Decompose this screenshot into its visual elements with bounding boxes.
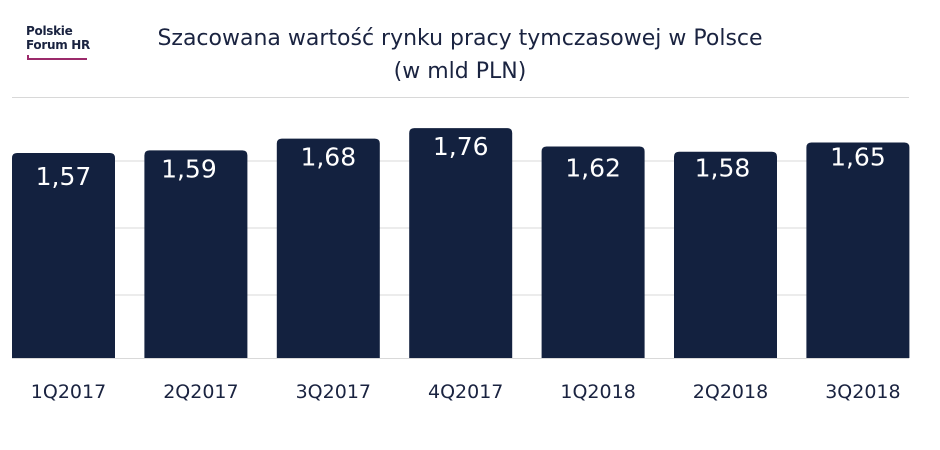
value-label-1Q2018: 1,62 [565,153,621,182]
value-label-4Q2017: 1,76 [433,132,489,161]
bar-1Q2018 [541,146,645,358]
value-label-3Q2018: 1,65 [830,143,886,172]
chart-subtitle: (w mld PLN) [393,59,527,84]
category-label-2Q2017: 2Q2017 [163,381,238,403]
logo-underline [27,55,87,60]
value-label-3Q2017: 1,68 [300,143,356,172]
logo-text-line2: Forum HR [26,38,90,52]
bar-2Q2017 [144,150,248,358]
bar-3Q2018 [806,142,910,358]
logo-text-line1: Polskie [26,24,73,38]
value-label-2Q2017: 1,59 [161,154,217,183]
bar-3Q2017 [276,138,380,358]
bar-2Q2018 [674,151,777,358]
bar-4Q2017 [409,128,513,358]
category-label-3Q2017: 3Q2017 [296,381,371,403]
logo: Polskie Forum HR [26,22,106,62]
category-label-1Q2018: 1Q2018 [560,381,635,403]
category-label-3Q2018: 3Q2018 [825,381,900,403]
category-label-2Q2018: 2Q2018 [693,381,768,403]
category-label-1Q2017: 1Q2017 [31,381,106,403]
bar-1Q2017 [12,153,115,358]
header-divider [12,97,909,98]
chart-title: Szacowana wartość rynku pracy tymczasowe… [157,26,763,51]
category-label-4Q2017: 4Q2017 [428,381,503,403]
value-label-1Q2017: 1,57 [36,162,92,191]
value-label-2Q2018: 1,58 [695,154,751,183]
